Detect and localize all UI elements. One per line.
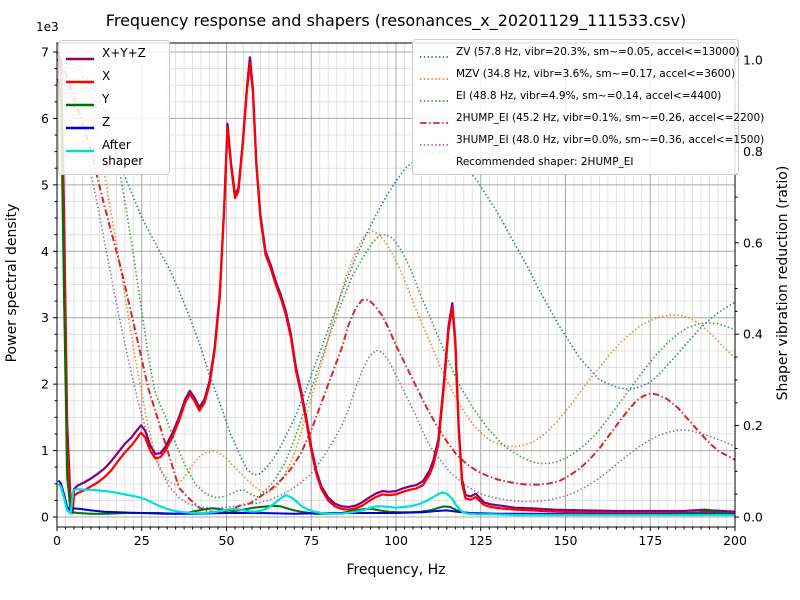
legend-line-sample: [66, 126, 94, 130]
legend-sample-zv-57-8-hz-vibr-20-3-sm-0-05: [419, 47, 449, 66]
legend-sample-2hump-ei-45-2-hz-vibr-0-1-sm: [419, 113, 449, 132]
chart-title: Frequency response and shapers (resonanc…: [105, 11, 687, 30]
legend-line-sample: [420, 144, 448, 146]
series-line-after-shaper: [57, 483, 735, 517]
svg-text:0: 0: [53, 533, 61, 548]
legend-line-sample: [66, 103, 94, 107]
series-line-3hump-ei-48-0-hz-vibr-0-0-sm: [57, 59, 735, 509]
svg-text:75: 75: [303, 533, 319, 548]
legend-sample-z: [65, 118, 95, 137]
legend-sample-mzv-34-8-hz-vibr-3-6-sm-0-17: [419, 69, 449, 88]
legend-line-sample: [66, 80, 94, 84]
legend-item-ei-48-8-hz-vibr-4-9-sm-0-14-: EI (48.8 Hz, vibr=4.9%, sm~=0.14, accel<…: [419, 88, 730, 110]
legend-line-sample: [420, 78, 448, 80]
legend-item-after-shaper: After shaper: [65, 138, 161, 169]
legend-sample-x-y-z: [65, 49, 95, 68]
legend-item-x-y-z: X+Y+Z: [65, 46, 161, 68]
legend-sample-ei-48-8-hz-vibr-4-9-sm-0-14-: [419, 91, 449, 110]
svg-text:125: 125: [469, 533, 493, 548]
legend-item-2hump-ei-45-2-hz-vibr-0-1-sm: 2HUMP_EI (45.2 Hz, vibr=0.1%, sm~=0.26, …: [419, 110, 764, 132]
svg-text:0.6: 0.6: [743, 235, 763, 250]
svg-text:0.8: 0.8: [743, 144, 763, 159]
legend-item-x: X: [65, 69, 161, 91]
svg-text:200: 200: [723, 533, 747, 548]
legend-line-sample: [66, 57, 94, 61]
legend-label: MZV (34.8 Hz, vibr=3.6%, sm~=0.17, accel…: [456, 68, 736, 80]
svg-text:50: 50: [219, 533, 235, 548]
legend-line-sample: [420, 56, 448, 58]
y-axis-multiplier: 1e3: [36, 20, 59, 34]
legend-sample-after-shaper: [65, 141, 95, 160]
shaper-legend: ZV (57.8 Hz, vibr=20.3%, sm~=0.05, accel…: [412, 39, 764, 176]
svg-text:2: 2: [41, 377, 49, 392]
legend-label: After shaper: [102, 138, 144, 168]
svg-text:5: 5: [41, 177, 49, 192]
svg-text:150: 150: [554, 533, 578, 548]
series-layer: [57, 51, 735, 517]
svg-text:175: 175: [638, 533, 662, 548]
series-line-zv-57-8-hz-vibr-20-3-sm-0-05: [58, 59, 735, 476]
legend-item-mzv-34-8-hz-vibr-3-6-sm-0-17: MZV (34.8 Hz, vibr=3.6%, sm~=0.17, accel…: [419, 66, 735, 88]
series-line-x: [57, 58, 735, 515]
svg-text:0.0: 0.0: [743, 510, 763, 525]
svg-text:1: 1: [41, 443, 49, 458]
legend-label: X+Y+Z: [102, 46, 146, 60]
svg-text:0.2: 0.2: [743, 418, 763, 433]
legend-label: 3HUMP_EI (48.0 Hz, vibr=0.0%, sm~=0.36, …: [456, 134, 765, 146]
svg-text:100: 100: [384, 533, 408, 548]
series-line-ei-48-8-hz-vibr-4-9-sm-0-14-: [58, 59, 735, 499]
svg-text:0.4: 0.4: [743, 327, 763, 342]
svg-text:6: 6: [41, 111, 49, 126]
legend-item-y: Y: [65, 92, 161, 114]
svg-text:7: 7: [41, 44, 49, 59]
legend-item-z: Z: [65, 115, 161, 137]
svg-text:4: 4: [41, 244, 49, 259]
x-axis-label: Frequency, Hz: [346, 562, 446, 578]
legend-recommended-shaper: Recommended shaper: 2HUMP_EI: [419, 154, 730, 170]
svg-text:3: 3: [41, 310, 49, 325]
legend-label: ZV (57.8 Hz, vibr=20.3%, sm~=0.05, accel…: [456, 46, 740, 58]
legend-footer-text: Recommended shaper: 2HUMP_EI: [456, 156, 634, 168]
legend-line-sample: [420, 122, 448, 124]
legend-label: Y: [102, 92, 110, 106]
legend-label: X: [102, 69, 111, 83]
measurement-legend: X+Y+Z X Y Z After shaper: [58, 40, 170, 176]
legend-line-sample: [420, 100, 448, 102]
tick-labels: 0 25 50 75 100 125 150 175 200 0 1 2 3 4 5 6 7 0.0 0.2 0.4 0…: [41, 44, 763, 548]
legend-sample-3hump-ei-48-0-hz-vibr-0-0-sm: [419, 135, 449, 154]
legend-item-zv-57-8-hz-vibr-20-3-sm-0-05: ZV (57.8 Hz, vibr=20.3%, sm~=0.05, accel…: [419, 44, 739, 66]
legend-line-sample: [66, 149, 94, 153]
legend-label: EI (48.8 Hz, vibr=4.9%, sm~=0.14, accel<…: [456, 90, 722, 102]
series-line-2hump-ei-45-2-hz-vibr-0-1-sm: [57, 59, 735, 514]
legend-sample-y: [65, 95, 95, 114]
svg-text:0: 0: [41, 510, 49, 525]
legend-label: 2HUMP_EI (45.2 Hz, vibr=0.1%, sm~=0.26, …: [456, 112, 765, 124]
y-right-axis-label: Shaper vibration reduction (ratio): [775, 165, 791, 401]
y-left-axis-label: Power spectral density: [4, 203, 20, 363]
svg-text:25: 25: [134, 533, 150, 548]
legend-label: Z: [102, 115, 111, 129]
legend-item-3hump-ei-48-0-hz-vibr-0-0-sm: 3HUMP_EI (48.0 Hz, vibr=0.0%, sm~=0.36, …: [419, 132, 764, 154]
svg-text:1.0: 1.0: [743, 53, 763, 68]
legend-sample-x: [65, 72, 95, 91]
